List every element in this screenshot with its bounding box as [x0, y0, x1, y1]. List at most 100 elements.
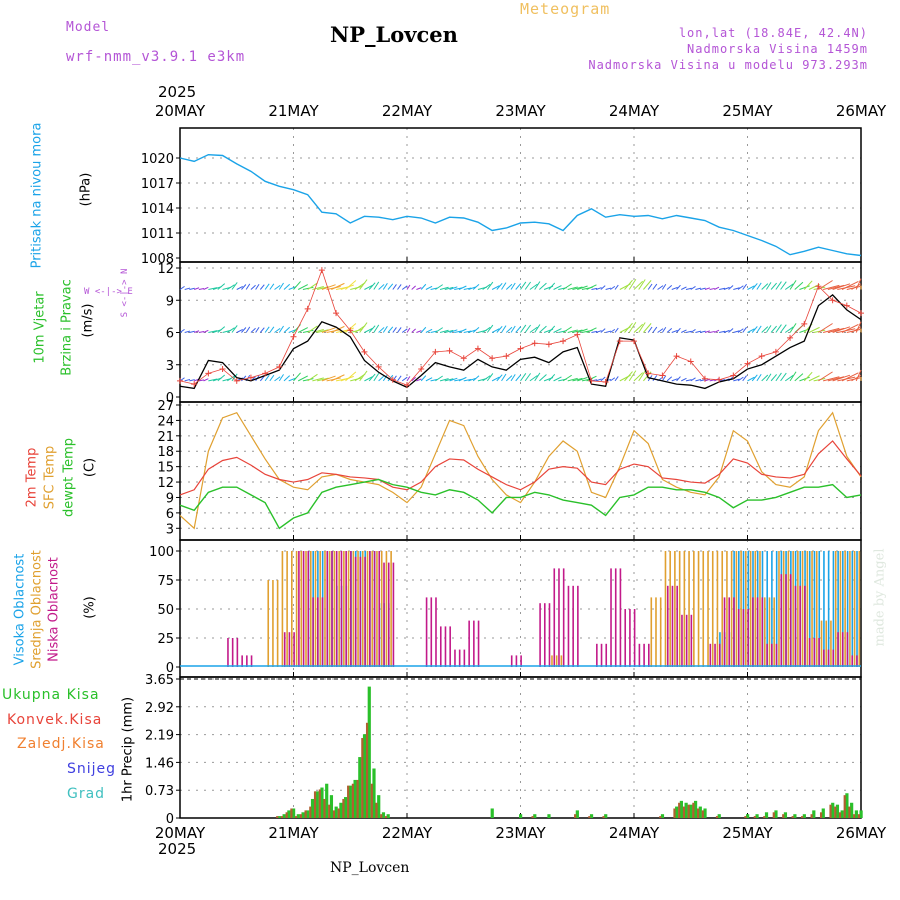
cloud-bar-srednja — [650, 597, 653, 667]
cloud-bar-srednja — [371, 551, 374, 667]
cloud-bar-srednja — [773, 597, 775, 667]
gust-marker — [460, 355, 467, 362]
wind-arrow — [501, 325, 507, 333]
cloud-bar-srednja — [815, 551, 818, 667]
gust-marker — [347, 327, 354, 334]
precip-total-bar — [362, 734, 367, 818]
precip-conv-bar — [772, 812, 775, 818]
y-tick-label: 0.73 — [145, 784, 174, 799]
wind-arrow — [259, 375, 265, 382]
precip-conv-bar — [356, 779, 359, 818]
wind-arrow — [638, 370, 646, 382]
wind-arrow — [194, 330, 200, 333]
wind-arrow — [719, 287, 726, 290]
x-date-top: 21MAY — [268, 102, 319, 120]
cloud-bar-niska — [681, 614, 683, 667]
cloud-bar-srednja — [678, 551, 681, 667]
cloud-bar-niska — [350, 551, 352, 667]
wind-arrow — [851, 374, 862, 382]
cloud-bar-srednja — [697, 551, 700, 667]
wind-arrow — [297, 375, 308, 382]
wind-arrow — [770, 374, 777, 382]
wind-arrow — [841, 372, 859, 382]
wind-arrow — [728, 285, 734, 290]
y-tick-label: 25 — [157, 632, 174, 647]
wind-arrow — [567, 286, 578, 290]
wind-arrow — [203, 329, 209, 333]
precip-total-bar — [372, 768, 376, 818]
cloud-bar-niska — [690, 614, 693, 667]
precip-conv-bar — [678, 802, 681, 818]
cloud-bar-srednja — [357, 551, 359, 667]
wind-arrow — [368, 373, 376, 382]
precip-conv-bar — [673, 808, 676, 818]
wind-arrow — [463, 287, 472, 290]
cloud-bar-srednja — [853, 551, 856, 667]
model-altitude: Nadmorska Visina u modelu 973.293m — [588, 58, 868, 72]
precip-conv-bar — [318, 789, 321, 818]
precip-total-bar — [802, 814, 806, 818]
wind-arrow — [312, 377, 324, 382]
wind-arrow — [700, 330, 706, 333]
wind-arrow — [345, 280, 357, 290]
cloud-bar-srednja — [759, 551, 761, 667]
precip-conv-bar — [692, 802, 695, 818]
gust-marker — [205, 370, 212, 377]
wind-arrow — [458, 376, 467, 382]
wind-arrow — [274, 327, 281, 333]
precip-total-bar — [348, 785, 352, 818]
wind-arrow — [600, 328, 606, 333]
wind-arrow — [661, 327, 667, 333]
wind-arrow — [577, 328, 588, 333]
precip-conv-bar — [276, 816, 279, 818]
wind-arrow — [269, 326, 275, 333]
cloud-bar-srednja — [551, 655, 553, 667]
panel-frame — [179, 676, 862, 819]
precip-conv-bar — [347, 785, 350, 818]
cloud-bar-niska — [345, 551, 347, 667]
gust-marker — [843, 302, 850, 309]
cloud-bar-srednja — [711, 551, 714, 667]
precip-total-bar — [315, 791, 319, 818]
y-tick-label: 9 — [166, 491, 174, 506]
wind-arrow — [283, 283, 291, 290]
cloud-bar-srednja — [338, 551, 340, 667]
wind-arrow — [855, 321, 862, 333]
cloud-bar-niska — [364, 556, 366, 667]
precip-conv-bar — [337, 808, 340, 818]
wind-arrow — [765, 325, 772, 333]
wind-arrow — [780, 372, 787, 382]
wind-arrow — [685, 379, 692, 382]
wind-arrow — [472, 375, 480, 382]
cloud-bar-niska — [449, 626, 451, 667]
y-tick-label: 2.19 — [145, 729, 174, 744]
cloud-bar-niska — [648, 643, 650, 667]
cloud-bar-niska — [596, 643, 598, 667]
wind-arrow — [269, 374, 275, 382]
cloud-bar-niska — [629, 609, 631, 667]
precip-total-bar — [589, 814, 594, 818]
wind-arrow — [700, 287, 706, 290]
gust-marker — [276, 363, 283, 370]
wind-arrow — [761, 283, 769, 290]
wind-arrow — [482, 283, 491, 290]
gust-marker — [432, 348, 439, 355]
precip-total-bar — [306, 810, 310, 818]
wind-arrow — [458, 285, 467, 290]
cloud-bar-niska — [321, 597, 324, 667]
y-tick-label: 27 — [157, 399, 174, 414]
wind-arrow — [435, 284, 443, 290]
precip-conv-bar — [361, 738, 364, 818]
wind-arrow — [297, 327, 308, 333]
wind-arrow — [695, 330, 702, 333]
cloud-bar-srednja — [801, 551, 804, 667]
wind-arrow — [392, 284, 397, 290]
cloud-bar-niska — [619, 568, 622, 667]
legend-conv: Konvek.Kisa — [7, 712, 103, 728]
cloud-bar-niska — [473, 620, 475, 667]
wind-arrow — [600, 285, 606, 290]
pressure-line — [179, 153, 862, 257]
wind-arrow — [359, 322, 368, 333]
gust-marker — [687, 358, 694, 365]
wind-arrow — [472, 327, 480, 333]
